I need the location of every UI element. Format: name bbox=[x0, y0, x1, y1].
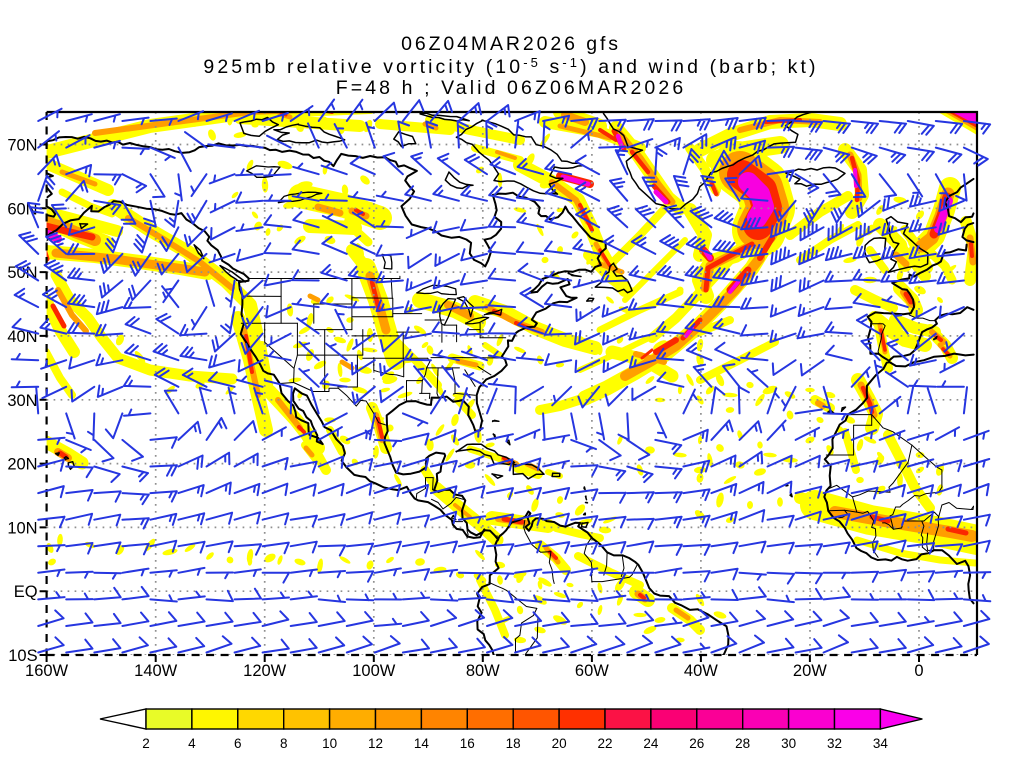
svg-text:22: 22 bbox=[597, 736, 612, 751]
svg-text:30N: 30N bbox=[7, 392, 37, 410]
svg-text:14: 14 bbox=[414, 736, 430, 751]
svg-text:60W: 60W bbox=[575, 662, 609, 680]
svg-text:32: 32 bbox=[827, 736, 842, 751]
svg-text:925mb relative vorticity (10-5: 925mb relative vorticity (10-5 s-1) and … bbox=[203, 55, 818, 78]
svg-text:20N: 20N bbox=[7, 456, 37, 474]
svg-text:80W: 80W bbox=[466, 662, 500, 680]
svg-text:F=48 h ; Valid 06Z06MAR2026: F=48 h ; Valid 06Z06MAR2026 bbox=[336, 77, 687, 99]
svg-text:100W: 100W bbox=[352, 662, 396, 680]
svg-text:60N: 60N bbox=[7, 200, 37, 218]
svg-text:20W: 20W bbox=[793, 662, 827, 680]
svg-text:12: 12 bbox=[368, 736, 383, 751]
svg-text:34: 34 bbox=[873, 736, 889, 751]
svg-text:10N: 10N bbox=[7, 519, 37, 537]
svg-text:4: 4 bbox=[188, 736, 196, 751]
svg-text:40W: 40W bbox=[684, 662, 718, 680]
svg-text:6: 6 bbox=[234, 736, 242, 751]
svg-text:20: 20 bbox=[552, 736, 567, 751]
svg-text:140W: 140W bbox=[134, 662, 178, 680]
svg-text:26: 26 bbox=[689, 736, 704, 751]
svg-text:EQ: EQ bbox=[14, 583, 38, 601]
svg-text:160W: 160W bbox=[25, 662, 69, 680]
svg-text:0: 0 bbox=[914, 662, 923, 680]
svg-text:30: 30 bbox=[781, 736, 796, 751]
svg-text:70N: 70N bbox=[7, 137, 37, 155]
svg-text:18: 18 bbox=[506, 736, 521, 751]
svg-text:10: 10 bbox=[322, 736, 337, 751]
svg-text:10S: 10S bbox=[8, 647, 37, 665]
svg-text:8: 8 bbox=[280, 736, 288, 751]
svg-text:120W: 120W bbox=[243, 662, 287, 680]
svg-text:28: 28 bbox=[735, 736, 750, 751]
svg-text:06Z04MAR2026 gfs: 06Z04MAR2026 gfs bbox=[401, 33, 621, 55]
svg-text:2: 2 bbox=[142, 736, 150, 751]
svg-text:16: 16 bbox=[460, 736, 475, 751]
svg-text:24: 24 bbox=[643, 736, 659, 751]
